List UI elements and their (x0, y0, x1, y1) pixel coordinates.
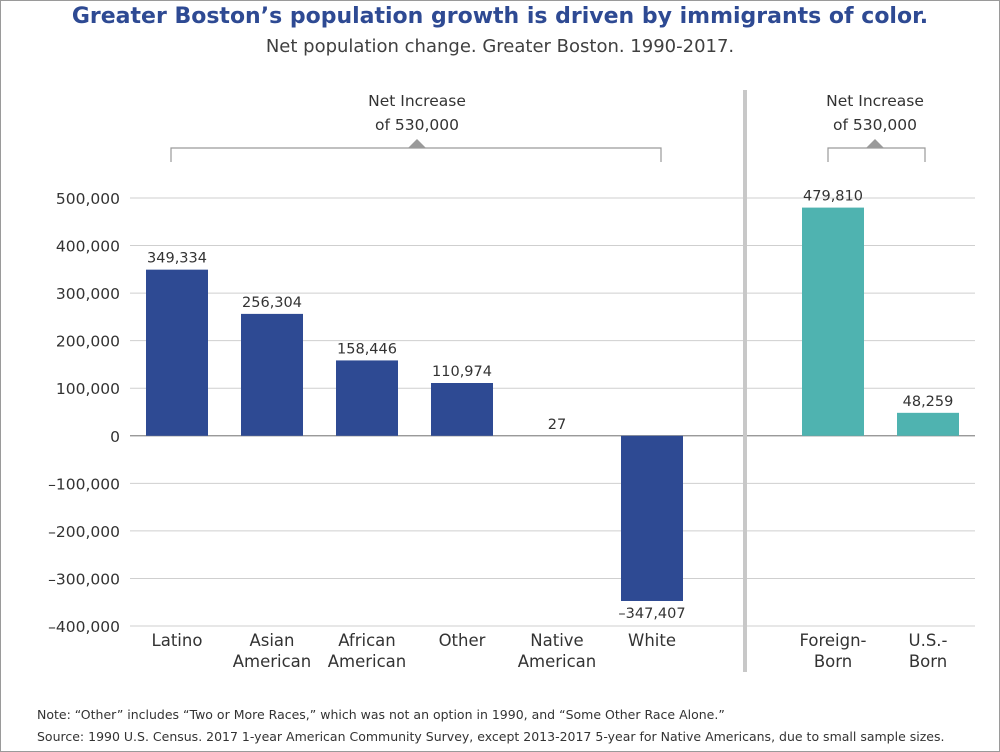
x-tick-label: American (518, 652, 597, 671)
data-label: –347,407 (618, 606, 685, 622)
y-tick-label: –300,000 (48, 570, 120, 588)
y-tick-label: –200,000 (48, 523, 120, 541)
y-tick-label: 400,000 (56, 238, 120, 256)
data-label: 158,446 (337, 341, 397, 357)
bar (621, 435, 683, 601)
chart-subtitle: Net population change. Greater Boston. 1… (265, 36, 735, 57)
y-tick-label: 100,000 (56, 380, 120, 398)
bar (897, 412, 959, 436)
y-tick-label: –100,000 (48, 475, 120, 493)
y-tick-label: 300,000 (56, 285, 120, 303)
x-tick-label: White (628, 631, 676, 650)
y-tick-label: 0 (110, 428, 120, 446)
source-note: Source: 1990 U.S. Census. 2017 1-year Am… (37, 729, 945, 744)
x-tick-label: American (328, 652, 407, 671)
data-label: 479,810 (803, 189, 863, 205)
race-bracket-label: Net Increase (368, 92, 466, 110)
bar (241, 313, 303, 436)
chart-title: Greater Boston’s population growth is dr… (71, 4, 929, 29)
y-tick-label: –400,000 (48, 618, 120, 636)
y-tick-label: 200,000 (56, 333, 120, 351)
x-tick-label: American (233, 652, 312, 671)
x-tick-label: Asian (249, 631, 294, 650)
data-label: 27 (548, 417, 566, 433)
bar (431, 383, 493, 436)
nativity-bracket-arrow (866, 139, 884, 148)
x-tick-label: Born (814, 652, 852, 671)
y-tick-label: 500,000 (56, 190, 120, 208)
data-label: 256,304 (242, 295, 302, 311)
nativity-bracket-label: Net Increase (826, 92, 924, 110)
data-label: 48,259 (903, 394, 954, 410)
x-tick-label: Native (530, 631, 583, 650)
bar (802, 207, 864, 436)
x-tick-label: Latino (152, 631, 203, 650)
x-tick-label: U.S.- (909, 631, 948, 650)
race-bracket-arrow (408, 139, 426, 148)
footnote: Note: “Other” includes “Two or More Race… (37, 707, 725, 722)
bar (336, 360, 398, 436)
x-tick-label: Other (439, 631, 486, 650)
bar (146, 269, 208, 436)
data-label: 349,334 (147, 251, 207, 267)
x-tick-label: Born (909, 652, 947, 671)
nativity-bracket (827, 147, 926, 162)
x-tick-label: Foreign- (799, 631, 866, 650)
data-label: 110,974 (432, 364, 492, 380)
x-tick-label: African (338, 631, 396, 650)
race-bracket (170, 147, 662, 162)
race-bracket-label: of 530,000 (375, 116, 459, 134)
nativity-bracket-label: of 530,000 (833, 116, 917, 134)
